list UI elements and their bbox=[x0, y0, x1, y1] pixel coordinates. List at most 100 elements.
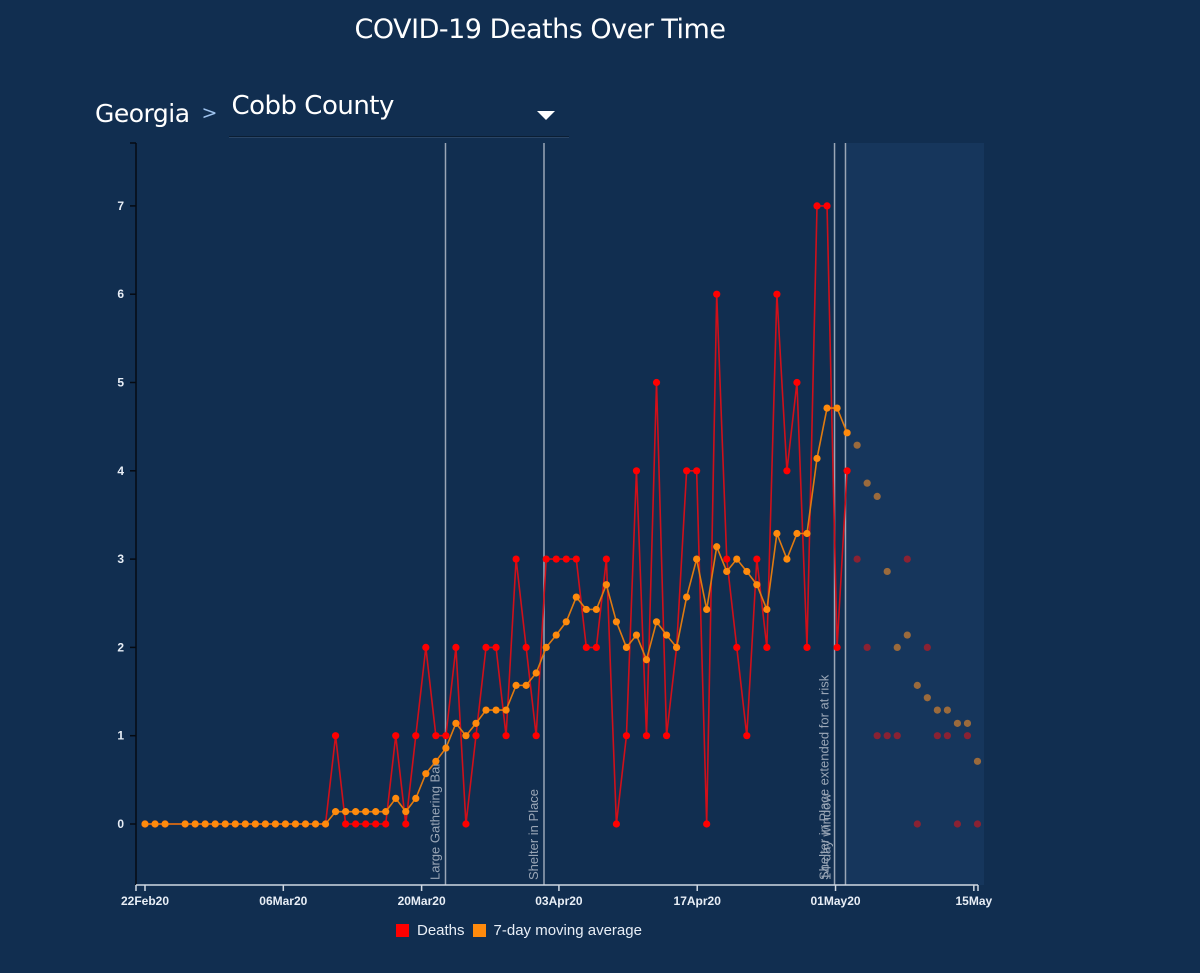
deaths-faded-point bbox=[913, 820, 921, 828]
moving-average-point bbox=[652, 618, 661, 626]
legend-label-deaths: Deaths bbox=[417, 922, 465, 939]
moving-average-point bbox=[723, 567, 731, 576]
deaths-point bbox=[793, 378, 801, 387]
moving-average-point bbox=[512, 681, 520, 689]
y-axis: 0 1 2 3 4 5 6 7 bbox=[117, 142, 137, 885]
moving-average-point bbox=[231, 820, 239, 828]
event-label: Shelter in Place extended for at risk bbox=[817, 674, 832, 880]
moving-average-point bbox=[773, 529, 781, 538]
deaths-faded-point bbox=[963, 732, 972, 740]
moving-average-point bbox=[342, 808, 350, 816]
deaths-point bbox=[412, 732, 420, 740]
deaths-point bbox=[833, 643, 841, 652]
deaths-point bbox=[612, 820, 621, 828]
deaths-point bbox=[362, 820, 370, 828]
moving-average-point bbox=[372, 808, 380, 816]
moving-average-point bbox=[442, 744, 450, 752]
legend-swatch-moving-average bbox=[472, 924, 486, 937]
y-tick-label: 0 bbox=[117, 817, 124, 831]
moving-average-faded-point bbox=[873, 492, 881, 501]
deaths-point bbox=[713, 290, 721, 298]
breadcrumb-state[interactable]: Georgia bbox=[95, 98, 190, 128]
deaths-point bbox=[392, 732, 400, 740]
moving-average-point bbox=[833, 404, 841, 412]
moving-average-line bbox=[145, 407, 848, 825]
deaths-faded-point bbox=[883, 732, 891, 740]
moving-average-point bbox=[713, 543, 721, 551]
moving-average-faded-point bbox=[883, 567, 891, 576]
moving-average-point bbox=[693, 555, 701, 563]
moving-average-point bbox=[362, 808, 370, 816]
moving-average-point bbox=[281, 820, 290, 828]
deaths-point bbox=[331, 732, 340, 740]
moving-average-point bbox=[783, 555, 791, 563]
chart-legend: Deaths 7-day moving average bbox=[396, 922, 650, 939]
moving-average-series bbox=[141, 404, 982, 828]
caret-down-icon[interactable] bbox=[537, 110, 556, 120]
moving-average-point bbox=[352, 808, 360, 816]
legend-item-deaths[interactable]: Deaths bbox=[396, 922, 465, 939]
moving-average-point bbox=[562, 618, 570, 626]
y-tick-label: 6 bbox=[117, 287, 124, 301]
moving-average-point bbox=[382, 808, 390, 816]
deaths-point bbox=[492, 643, 500, 652]
y-tick-label: 2 bbox=[117, 640, 124, 654]
deaths-point bbox=[472, 732, 480, 740]
deaths-point bbox=[502, 732, 510, 740]
deaths-point bbox=[552, 555, 560, 563]
deaths-faded-point bbox=[953, 820, 962, 828]
deaths-point bbox=[562, 555, 570, 563]
moving-average-point bbox=[803, 529, 811, 538]
deaths-point bbox=[843, 467, 851, 475]
x-tick-label: 03Apr20 bbox=[535, 894, 583, 908]
moving-average-point bbox=[472, 719, 480, 727]
deaths-point bbox=[743, 732, 751, 740]
deaths-point bbox=[753, 555, 761, 563]
moving-average-point bbox=[432, 757, 440, 765]
x-tick-label: 17Apr20 bbox=[674, 894, 722, 908]
deaths-faded-point bbox=[863, 643, 871, 652]
x-axis: 22Feb20 06Mar20 20Mar20 03Apr20 17Apr20 01May… bbox=[121, 884, 993, 908]
deaths-point bbox=[693, 467, 701, 475]
deaths-point bbox=[683, 467, 691, 475]
county-dropdown-value: Cobb County bbox=[231, 90, 394, 121]
deaths-point bbox=[592, 643, 600, 652]
county-dropdown[interactable]: Cobb County bbox=[229, 90, 570, 137]
y-tick-label: 3 bbox=[117, 552, 124, 566]
moving-average-point bbox=[522, 681, 530, 689]
moving-average-point bbox=[592, 605, 600, 614]
moving-average-point bbox=[793, 529, 801, 538]
deaths-faded-point bbox=[893, 732, 901, 740]
moving-average-point bbox=[241, 820, 249, 828]
moving-average-point bbox=[422, 770, 430, 778]
moving-average-point bbox=[672, 643, 681, 652]
moving-average-point bbox=[482, 706, 490, 714]
location-selector: Georgia > Cobb County bbox=[95, 90, 570, 137]
deaths-point bbox=[632, 467, 641, 475]
moving-average-point bbox=[211, 820, 219, 828]
legend-item-moving-average[interactable]: 7-day moving average bbox=[472, 922, 642, 939]
deaths-point bbox=[813, 202, 821, 210]
moving-average-point bbox=[311, 820, 320, 828]
deaths-point bbox=[342, 820, 350, 828]
moving-average-faded-point bbox=[863, 479, 871, 487]
deaths-point bbox=[783, 467, 791, 475]
moving-average-point bbox=[221, 820, 229, 828]
moving-average-point bbox=[201, 820, 209, 828]
moving-average-point bbox=[552, 631, 560, 639]
moving-average-point bbox=[843, 429, 851, 437]
moving-average-point bbox=[291, 820, 300, 828]
deaths-point bbox=[773, 290, 781, 298]
moving-average-point bbox=[813, 454, 821, 463]
y-tick-label: 7 bbox=[117, 199, 124, 213]
event-markers: Large Gathering Ban Shelter in Place Shelt… bbox=[427, 143, 847, 885]
moving-average-point bbox=[612, 618, 621, 626]
deaths-point bbox=[462, 820, 470, 828]
moving-average-point bbox=[602, 581, 610, 589]
deaths-point bbox=[452, 643, 460, 652]
moving-average-point bbox=[151, 820, 159, 828]
moving-average-point bbox=[492, 706, 500, 714]
moving-average-point bbox=[321, 820, 330, 828]
moving-average-point bbox=[412, 794, 420, 802]
moving-average-point bbox=[392, 794, 400, 802]
